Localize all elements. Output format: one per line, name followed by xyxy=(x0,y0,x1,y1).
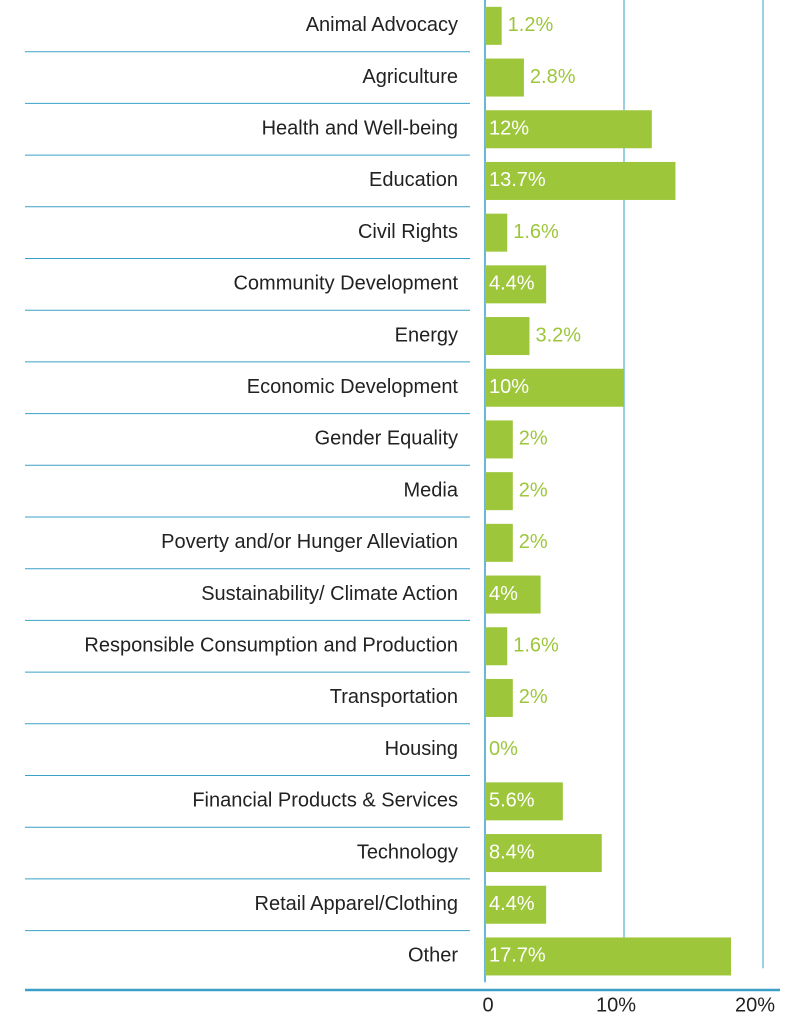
value-label: 10% xyxy=(489,376,529,398)
bar xyxy=(485,58,524,97)
category-label: Transportation xyxy=(330,686,458,708)
bar xyxy=(485,885,547,924)
bar xyxy=(485,317,530,356)
category-label: Agriculture xyxy=(362,66,458,88)
bar xyxy=(485,420,513,459)
value-label: 0% xyxy=(489,738,518,760)
category-label: Media xyxy=(404,479,459,501)
value-label: 13.7% xyxy=(489,169,546,191)
value-label: 1.6% xyxy=(513,221,559,243)
value-label: 8.4% xyxy=(489,841,535,863)
category-label: Economic Development xyxy=(247,376,459,398)
value-label: 1.6% xyxy=(513,635,559,657)
value-label: 17.7% xyxy=(489,945,546,967)
category-label: Community Development xyxy=(233,273,458,295)
bar xyxy=(485,782,563,821)
value-label: 4.4% xyxy=(489,273,535,295)
bar xyxy=(485,937,732,976)
category-label: Responsible Consumption and Production xyxy=(84,635,458,657)
bar xyxy=(485,110,652,149)
value-label: 12% xyxy=(489,118,529,140)
category-label: Animal Advocacy xyxy=(306,14,458,36)
bar xyxy=(485,575,541,614)
category-label: Education xyxy=(369,169,458,191)
bar xyxy=(485,472,513,511)
category-label: Energy xyxy=(395,324,458,346)
category-label: Health and Well-being xyxy=(262,118,458,140)
value-label: 4% xyxy=(489,583,518,605)
bar xyxy=(485,161,676,200)
category-label: Retail Apparel/Clothing xyxy=(255,893,458,915)
bar xyxy=(485,213,508,252)
bar xyxy=(485,265,547,304)
x-tick-label: 20% xyxy=(735,994,775,1016)
category-label: Sustainability/ Climate Action xyxy=(201,583,458,605)
category-label: Other xyxy=(408,945,458,967)
x-tick-label: 10% xyxy=(596,994,636,1016)
category-label: Housing xyxy=(385,738,458,760)
value-label: 3.2% xyxy=(535,324,581,346)
category-label: Financial Products & Services xyxy=(192,790,458,812)
value-label: 2.8% xyxy=(530,66,576,88)
bar xyxy=(485,834,602,873)
category-label: Technology xyxy=(357,841,458,863)
value-label: 2% xyxy=(519,686,548,708)
value-label: 2% xyxy=(519,479,548,501)
value-label: 2% xyxy=(519,428,548,450)
value-label: 2% xyxy=(519,531,548,553)
bar xyxy=(485,523,513,562)
x-tick-label: 0 xyxy=(482,994,493,1016)
bar xyxy=(485,678,513,717)
value-label: 4.4% xyxy=(489,893,535,915)
bar xyxy=(485,368,624,407)
category-label: Poverty and/or Hunger Alleviation xyxy=(161,531,458,553)
category-label: Civil Rights xyxy=(358,221,458,243)
category-label: Gender Equality xyxy=(315,428,458,450)
bar xyxy=(485,6,502,45)
bar xyxy=(485,627,508,666)
value-label: 1.2% xyxy=(508,14,554,36)
value-label: 5.6% xyxy=(489,790,535,812)
